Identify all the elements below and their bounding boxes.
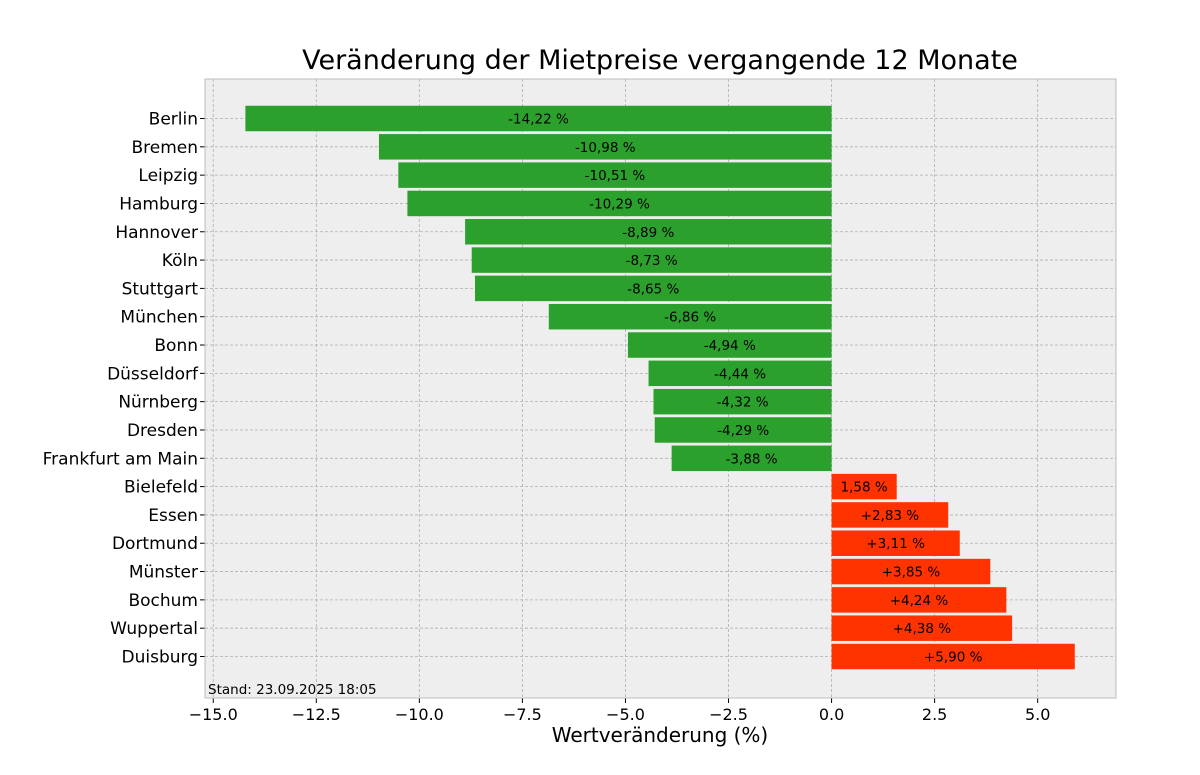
bar — [831, 558, 991, 585]
x-tick-label: −15.0 — [189, 705, 238, 724]
data-label: -10,98 % — [575, 140, 636, 156]
y-tick-label: Leipzig — [138, 166, 198, 186]
y-tick-label: Duisburg — [122, 648, 199, 668]
x-tick-label: −5.0 — [606, 705, 645, 724]
data-label: -4,29 % — [717, 423, 769, 439]
y-axis: Berlin Bremen Leipzig Hamburg Hannover Köln St… — [43, 110, 205, 668]
bar — [671, 445, 832, 472]
bar — [653, 388, 832, 415]
bar — [831, 473, 897, 500]
y-tick-label: Dortmund — [112, 534, 198, 554]
bar — [831, 502, 949, 528]
y-tick-label: Frankfurt am Main — [43, 449, 198, 469]
data-label: -6,86 % — [664, 310, 716, 326]
data-label: +4,24 % — [890, 593, 949, 609]
y-tick-label: Berlin — [149, 110, 198, 130]
data-label: +3,85 % — [882, 565, 941, 581]
x-axis-label: Wertveränderung (%) — [552, 723, 769, 747]
bar — [465, 219, 832, 245]
data-label: +3,11 % — [866, 536, 925, 552]
bar — [407, 190, 832, 217]
timestamp-annotation: Stand: 23.09.2025 18:05 — [208, 682, 377, 698]
data-label: 1,58 % — [841, 480, 888, 496]
bar — [475, 275, 832, 302]
y-tick-label: Wuppertal — [110, 619, 198, 639]
bars — [245, 105, 1075, 670]
bar — [548, 303, 832, 330]
y-tick-label: Nürnberg — [118, 393, 198, 413]
x-tick-label: −10.0 — [395, 705, 444, 724]
y-tick-label: Köln — [162, 251, 198, 271]
x-tick-label: 5.0 — [1025, 705, 1050, 724]
y-tick-label: Düsseldorf — [107, 364, 199, 384]
x-tick-label: 2.5 — [922, 705, 947, 724]
y-tick-label: München — [120, 308, 198, 328]
chart-title: Veränderung der Mietpreise vergangende 1… — [302, 45, 1018, 76]
data-label: +2,83 % — [861, 508, 920, 524]
data-labels: -14,22 % -10,98 % -10,51 % -10,29 % -8,89 % -… — [508, 112, 982, 666]
y-tick-label: Hamburg — [119, 194, 198, 214]
data-label: -3,88 % — [726, 451, 778, 467]
y-tick-label: Bremen — [131, 138, 198, 158]
y-tick-label: Bochum — [128, 591, 198, 611]
x-tick-label: 0.0 — [819, 705, 844, 724]
data-label: -8,73 % — [626, 253, 678, 269]
data-label: -10,29 % — [589, 196, 650, 212]
data-label: -4,32 % — [717, 395, 769, 411]
bar — [831, 615, 1013, 641]
y-tick-label: Dresden — [127, 421, 198, 441]
bar — [471, 247, 832, 273]
bar — [648, 360, 832, 387]
x-tick-label: −2.5 — [709, 705, 748, 724]
y-tick-label: Bonn — [154, 336, 198, 356]
bar — [398, 162, 832, 188]
data-label: -14,22 % — [508, 112, 569, 128]
bar — [831, 530, 960, 556]
y-tick-label: Stuttgart — [122, 279, 199, 299]
data-label: -8,65 % — [627, 281, 679, 297]
bar — [654, 417, 832, 443]
y-tick-label: Hannover — [115, 223, 198, 243]
bar — [378, 134, 832, 160]
bar — [245, 105, 832, 132]
bar — [627, 332, 832, 358]
y-tick-label: Essen — [148, 506, 198, 526]
data-label: -10,51 % — [585, 168, 646, 184]
y-tick-label: Münster — [129, 563, 198, 583]
bar — [831, 643, 1075, 670]
data-label: -4,44 % — [714, 366, 766, 382]
x-tick-label: −12.5 — [292, 705, 341, 724]
x-tick-label: −7.5 — [503, 705, 542, 724]
data-label: -8,89 % — [622, 225, 674, 241]
data-label: -4,94 % — [704, 338, 756, 354]
x-axis: −15.0 −12.5 −10.0 −7.5 −5.0 −2.5 0.0 2.5 5.0 — [189, 698, 1050, 724]
bar — [831, 587, 1007, 613]
y-tick-label: Bielefeld — [124, 478, 198, 498]
data-label: +5,90 % — [924, 650, 983, 666]
plot-frame — [204, 78, 1117, 699]
data-label: +4,38 % — [893, 621, 952, 637]
